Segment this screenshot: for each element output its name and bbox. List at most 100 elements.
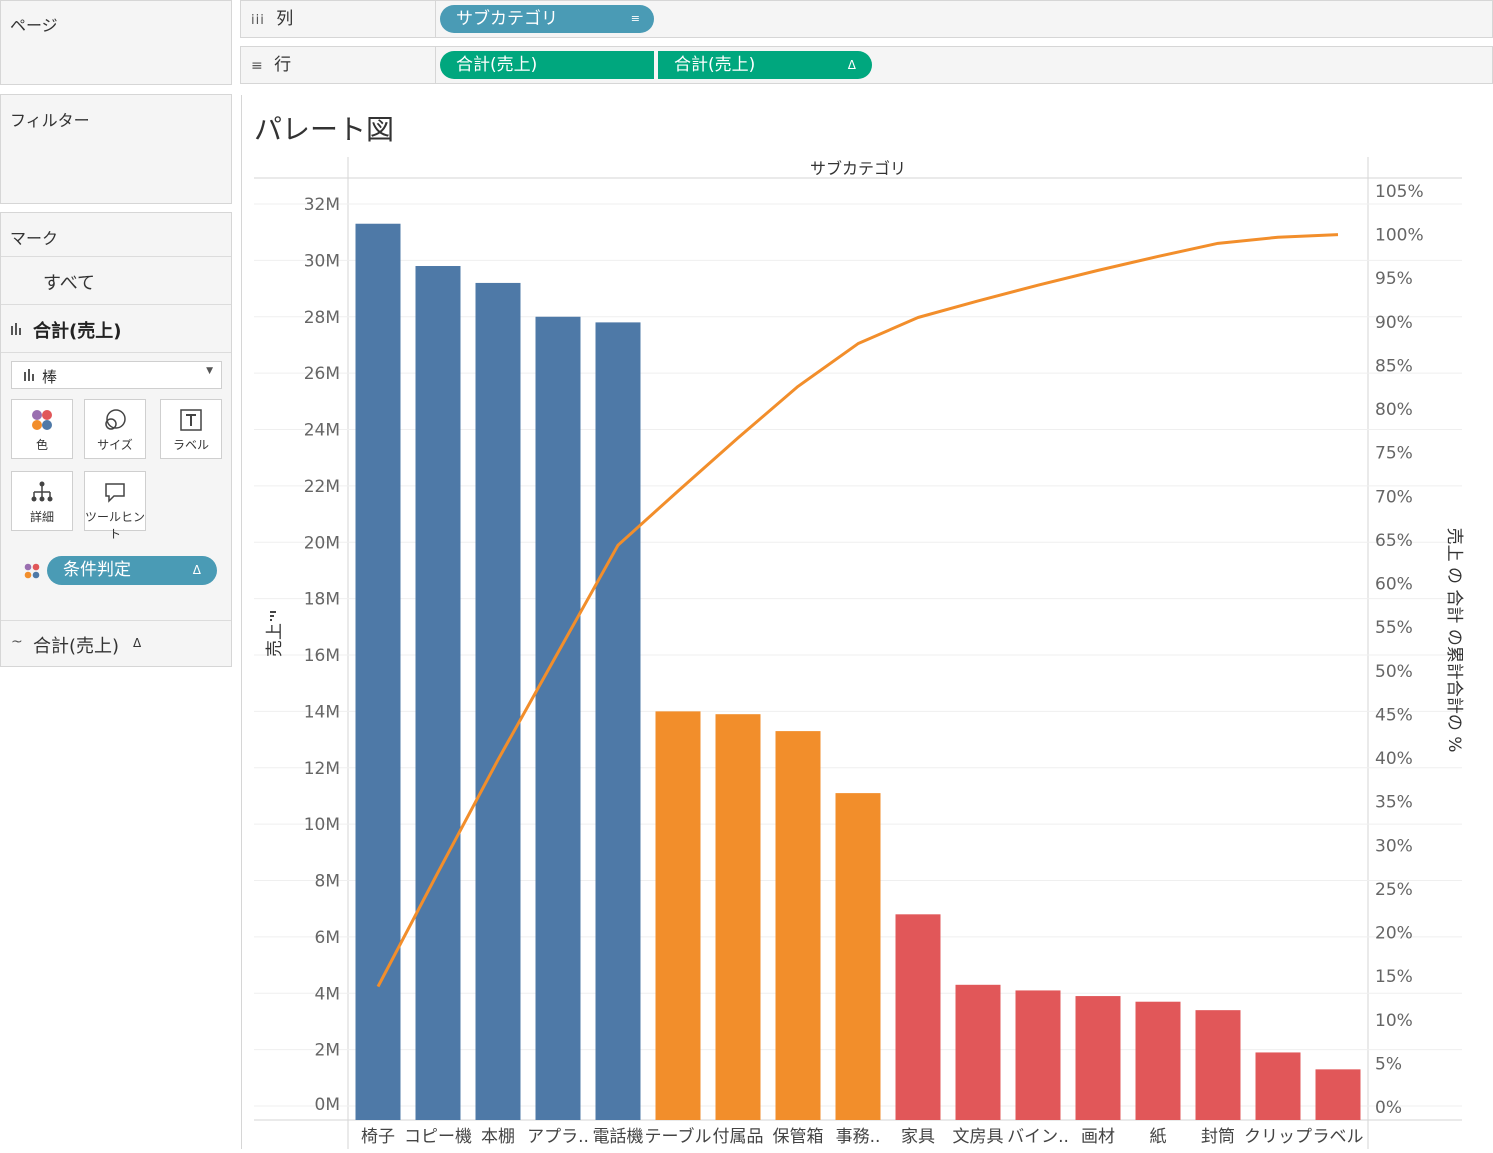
bar-9[interactable] (835, 793, 881, 1120)
y2-axis-label: 売上 の 合計 の累計合計の % (1444, 528, 1464, 753)
color-legend-icon (24, 563, 40, 579)
y-tick-label: 22M (304, 477, 340, 497)
columns-pill-subcategory[interactable]: サブカテゴリ ≡ (440, 5, 654, 33)
bar-16[interactable] (1255, 1052, 1301, 1120)
y2-tick-label: 20% (1375, 924, 1413, 944)
y2-tick-label: 30% (1375, 836, 1413, 856)
size-button-label: サイズ (97, 438, 133, 452)
label-button-label: ラベル (172, 438, 209, 452)
y2-tick-label: 35% (1375, 793, 1413, 813)
marks-panel: マーク すべて 合計(売上) 棒 ▼ 色 サイズ ラベル (0, 212, 232, 667)
marks-card-line[interactable]: ~ 合計(売上) Δ (1, 620, 231, 666)
color-icon (32, 410, 52, 430)
x-tick-label: 封筒 (1201, 1127, 1235, 1147)
y2-tick-label: 95% (1375, 269, 1413, 289)
y-tick-label: 24M (304, 421, 340, 441)
marks-line-label: 合計(売上) (33, 636, 120, 657)
chart-title: パレート図 (254, 113, 394, 146)
x-tick-label: 付属品 (713, 1127, 764, 1147)
rows-pill-sales-2[interactable]: 合計(売上) Δ (658, 51, 872, 79)
rows-pill-1-label: 合計(売上) (456, 55, 538, 75)
bar-1[interactable] (355, 223, 401, 1120)
y2-tick-label: 25% (1375, 880, 1413, 900)
x-tick-label: ラベル (1313, 1127, 1364, 1147)
y-tick-label: 12M (304, 759, 340, 779)
cumulative-percent-line[interactable] (376, 233, 1339, 988)
y-tick-label: 20M (304, 533, 340, 553)
rows-pill-sales-1[interactable]: 合計(売上) (440, 51, 654, 79)
bar-2[interactable] (415, 266, 461, 1120)
y-tick-label: 6M (315, 928, 340, 948)
x-tick-label: 文房具 (953, 1127, 1004, 1147)
mark-type-select[interactable]: 棒 ▼ (11, 361, 222, 389)
y2-tick-label: 85% (1375, 356, 1413, 376)
y2-tick-label: 105% (1375, 182, 1424, 202)
x-tick-label: 家具 (901, 1127, 935, 1147)
color-button[interactable]: 色 (11, 399, 73, 459)
y2-tick-label: 45% (1375, 705, 1413, 725)
columns-shelf[interactable]: iii 列 サブカテゴリ ≡ (240, 0, 1493, 38)
y-tick-label: 8M (315, 872, 340, 892)
y-tick-label: 16M (304, 646, 340, 666)
x-tick-label: 紙 (1150, 1127, 1167, 1147)
tooltip-button[interactable]: ツールヒント (84, 471, 146, 541)
size-button[interactable]: サイズ (84, 399, 146, 459)
bar-3[interactable] (475, 282, 521, 1120)
chevron-down-icon: ▼ (206, 366, 213, 376)
pages-panel[interactable]: ページ (0, 0, 232, 85)
bar-10[interactable] (895, 914, 941, 1120)
marks-header: マーク (1, 213, 231, 257)
x-tick-label: 画材 (1081, 1127, 1115, 1147)
pages-title: ページ (10, 16, 58, 35)
filters-title: フィルター (10, 111, 90, 130)
detail-button[interactable]: 詳細 (11, 471, 73, 531)
y2-tick-label: 100% (1375, 226, 1424, 246)
bar-4[interactable] (535, 316, 581, 1120)
bar-5[interactable] (595, 322, 641, 1120)
x-tick-label: コピー機 (404, 1127, 472, 1147)
color-field-label: 条件判定 (63, 560, 131, 580)
columns-icon: iii (251, 13, 265, 28)
rows-pill-2-label: 合計(売上) (674, 55, 756, 75)
y2-tick-label: 5% (1375, 1054, 1402, 1074)
bar-7[interactable] (715, 714, 761, 1120)
bar-8[interactable] (775, 731, 821, 1120)
bar-13[interactable] (1075, 996, 1121, 1120)
y2-tick-label: 55% (1375, 618, 1413, 638)
x-tick-label: 電話機 (593, 1127, 644, 1147)
label-button[interactable]: ラベル (160, 399, 222, 459)
bar-14[interactable] (1135, 1001, 1181, 1120)
size-icon (105, 409, 126, 430)
line-chart-icon: ~ (11, 634, 23, 650)
color-field-pill[interactable]: 条件判定 Δ (47, 556, 217, 585)
y-tick-label: 26M (304, 364, 340, 384)
marks-line-delta: Δ (133, 636, 142, 650)
color-field-delta: Δ (192, 563, 201, 577)
bar-12[interactable] (1015, 990, 1061, 1120)
y-tick-label: 32M (304, 195, 340, 215)
y-tick-label: 4M (315, 984, 340, 1004)
x-tick-label: 椅子 (361, 1127, 395, 1147)
bar-6[interactable] (655, 711, 701, 1120)
detail-icon (31, 481, 53, 502)
y2-tick-label: 10% (1375, 1011, 1413, 1031)
marks-card-all[interactable]: すべて (1, 257, 231, 305)
bar-17[interactable] (1315, 1069, 1361, 1120)
rows-icon: ≡ (251, 58, 263, 74)
rows-pill-2-delta: Δ (847, 58, 856, 72)
marks-card-measure[interactable]: 合計(売上) (1, 305, 231, 353)
x-tick-label: 本棚 (481, 1127, 515, 1147)
rows-shelf-label: ≡ 行 (241, 47, 436, 83)
columns-pill-label: サブカテゴリ (456, 9, 558, 29)
columns-label-text: 列 (276, 9, 294, 29)
y2-tick-label: 80% (1375, 400, 1413, 420)
rows-shelf[interactable]: ≡ 行 合計(売上) 合計(売上) Δ (240, 46, 1493, 84)
x-tick-label: 事務.. (836, 1127, 881, 1147)
marks-all-label: すべて (43, 273, 96, 294)
filters-panel[interactable]: フィルター (0, 94, 232, 204)
x-tick-label: バイン.. (1007, 1127, 1069, 1147)
bar-11[interactable] (955, 984, 1001, 1120)
marks-title: マーク (10, 229, 59, 248)
y2-tick-label: 60% (1375, 575, 1413, 595)
bar-15[interactable] (1195, 1010, 1241, 1120)
